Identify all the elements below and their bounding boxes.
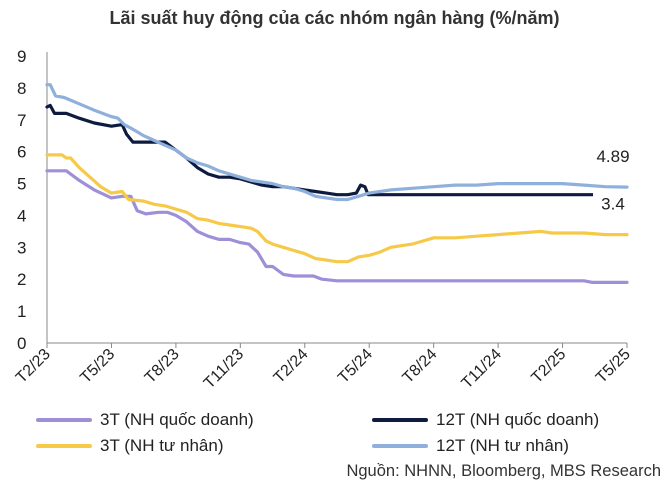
- legend-label: 3T (NH tư nhân): [100, 436, 224, 455]
- annotation-label-1: 4.89: [596, 147, 629, 166]
- x-tick-label: T5/25: [593, 346, 634, 387]
- legend-swatch: [372, 418, 428, 422]
- y-tick-label: 7: [17, 111, 26, 130]
- y-tick-label: 0: [17, 334, 26, 353]
- x-tick-label: T2/25: [528, 346, 569, 387]
- y-tick-label: 2: [17, 270, 26, 289]
- y-tick-label: 4: [17, 206, 26, 225]
- annotation-label-2: 3.4: [601, 195, 625, 214]
- y-tick-label: 3: [17, 238, 26, 257]
- y-tick-label: 5: [17, 175, 26, 194]
- annotation-box: [588, 143, 638, 168]
- legend-item-12t-private: 12T (NH tư nhân): [372, 436, 569, 456]
- series-line-4: [45, 83, 629, 202]
- y-tick-label: 9: [17, 47, 26, 66]
- x-tick-label: T8/23: [142, 346, 183, 387]
- series-line-1: [45, 169, 629, 284]
- legend-swatch: [372, 444, 428, 448]
- x-tick-label: T8/24: [400, 346, 441, 387]
- y-tick-label: 1: [17, 302, 26, 321]
- x-tick-label: T5/23: [77, 346, 118, 387]
- x-tick-label: T11/24: [459, 346, 505, 392]
- x-tick-label: T11/23: [201, 346, 247, 392]
- chart-title: Lãi suất huy động của các nhóm ngân hàng…: [109, 8, 560, 28]
- legend-label: 12T (NH tư nhân): [436, 436, 569, 455]
- y-tick-label: 8: [17, 79, 26, 98]
- legend-swatch: [36, 444, 92, 448]
- source-note: Nguồn: NHNN, Bloomberg, MBS Research: [346, 462, 661, 480]
- series-line-2: [45, 103, 629, 197]
- x-tick-label: T2/24: [271, 346, 312, 387]
- series-line-3: [45, 153, 629, 264]
- legend-item-3t-private: 3T (NH tư nhân): [36, 436, 224, 456]
- legend-label: 12T (NH quốc doanh): [436, 410, 600, 429]
- annotation-box: [593, 190, 633, 215]
- legend-swatch: [36, 418, 92, 422]
- y-tick-label: 6: [17, 143, 26, 162]
- legend-label: 3T (NH quốc doanh): [100, 410, 254, 429]
- legend-item-3t-state: 3T (NH quốc doanh): [36, 410, 254, 430]
- legend-item-12t-state: 12T (NH quốc doanh): [372, 410, 599, 430]
- x-tick-label: T5/24: [335, 346, 376, 387]
